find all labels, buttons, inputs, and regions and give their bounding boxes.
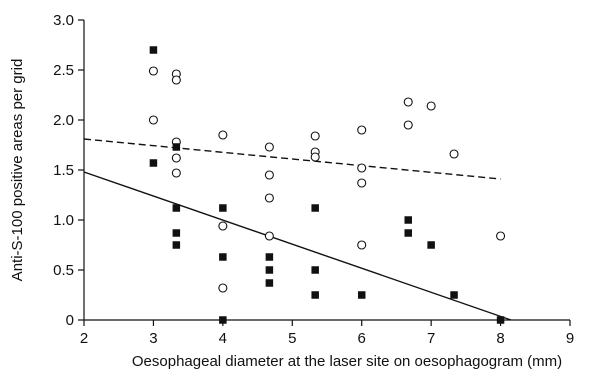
x-tick-label: 3 — [149, 330, 157, 347]
axes — [78, 19, 571, 326]
y-axis-title: Anti-S-100 positive areas per grid — [9, 59, 26, 282]
open-circle-point — [449, 149, 459, 159]
filled-square-point — [496, 316, 505, 324]
filled-square-point — [219, 253, 227, 261]
filled-square-point — [265, 253, 274, 261]
y-tick-label: 2.0 — [53, 112, 74, 129]
open-circle-point — [357, 240, 367, 250]
filled-square-point — [404, 229, 412, 237]
filled-square-point — [265, 266, 274, 274]
open-circle-point — [148, 115, 158, 125]
filled-square-point — [427, 241, 435, 249]
x-axis-title: Oesophageal diameter at the laser site o… — [132, 353, 562, 370]
y-tick-label: 3.0 — [53, 12, 74, 29]
open-circle-point — [264, 142, 274, 152]
filled-square-point — [311, 266, 319, 274]
open-circle-point — [171, 168, 181, 178]
filled-square-point — [172, 241, 181, 249]
open-circle-point — [148, 66, 158, 76]
open-circle-point — [218, 130, 228, 140]
open-circle-point — [264, 170, 274, 180]
open-circle-point — [496, 231, 506, 241]
open-circle-point — [357, 163, 367, 173]
y-tick-label: 2.5 — [53, 62, 74, 79]
filled-square-point — [404, 216, 412, 224]
filled-square-point — [172, 229, 181, 237]
filled-square-point — [172, 143, 181, 151]
open-circle-point — [426, 101, 436, 111]
y-tick-label: 0.5 — [53, 262, 74, 279]
y-tick-label: 1.5 — [53, 162, 74, 179]
filled-square-point — [311, 204, 319, 212]
open-circle-point — [171, 153, 181, 163]
x-tick-label: 7 — [427, 330, 435, 347]
solid-fit-line — [83, 171, 512, 321]
open-circle-point — [403, 120, 413, 130]
x-tick-label: 4 — [219, 330, 227, 347]
open-circle-point — [357, 125, 367, 135]
x-tick-label: 9 — [566, 330, 574, 347]
fit-lines — [83, 138, 512, 321]
y-tick-label: 1.0 — [53, 212, 74, 229]
filled-square-point — [357, 291, 366, 299]
filled-square-point — [311, 291, 319, 299]
open-circle-point — [264, 193, 274, 203]
x-tick-label: 8 — [496, 330, 504, 347]
open-circle-point — [171, 75, 181, 85]
data-points — [148, 46, 506, 324]
open-circle-point — [310, 131, 320, 141]
filled-square-point — [265, 279, 274, 287]
open-circle-point — [218, 283, 228, 293]
open-circle-point — [403, 97, 413, 107]
x-tick-label: 2 — [80, 330, 88, 347]
open-circle-point — [310, 152, 320, 162]
y-tick-label: 0 — [66, 312, 74, 329]
x-tick-label: 6 — [358, 330, 366, 347]
open-circle-point — [264, 231, 274, 241]
filled-square-point — [450, 291, 458, 299]
open-circle-point — [218, 221, 228, 231]
filled-square-point — [149, 159, 158, 167]
filled-square-point — [149, 46, 158, 54]
x-tick-label: 5 — [288, 330, 296, 347]
dashed-fit-line — [83, 138, 501, 180]
filled-square-point — [219, 204, 227, 212]
open-circle-point — [357, 178, 367, 188]
filled-square-point — [172, 204, 181, 212]
filled-square-point — [219, 316, 227, 324]
